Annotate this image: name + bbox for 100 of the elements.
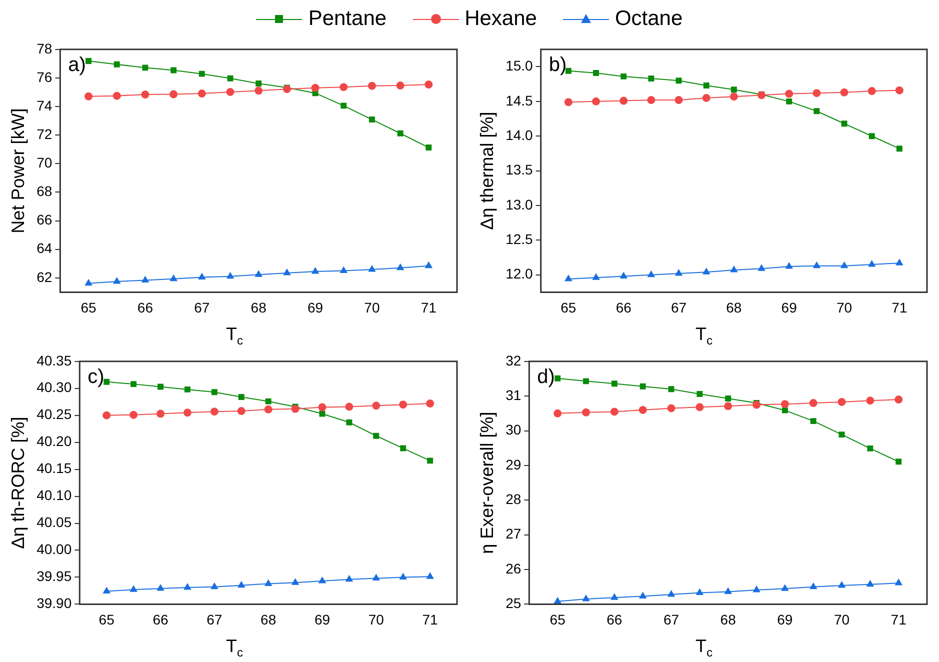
y-tick-label: 14.0 <box>506 126 534 143</box>
point <box>425 262 432 268</box>
point <box>725 396 732 402</box>
annotation: d) <box>537 366 555 388</box>
y-tick-label: 32 <box>506 352 522 368</box>
point <box>593 70 599 76</box>
point <box>674 96 683 104</box>
point <box>810 418 816 424</box>
x-tick-label: 71 <box>890 611 907 628</box>
point <box>838 398 846 406</box>
point <box>170 90 178 98</box>
x-tick-label: 67 <box>194 299 210 316</box>
y-tick-label: 40.00 <box>36 541 72 558</box>
point <box>758 264 766 271</box>
x-tick-label: 69 <box>314 611 330 628</box>
point <box>372 574 380 581</box>
point <box>868 87 876 96</box>
x-axis-title: T$_{c}$ <box>694 636 714 660</box>
point <box>786 262 793 269</box>
x-tick-label: 70 <box>368 611 384 628</box>
point <box>340 102 347 109</box>
point <box>554 409 562 418</box>
point <box>396 264 404 270</box>
point <box>368 82 376 90</box>
point <box>86 58 92 64</box>
point <box>226 88 234 96</box>
point <box>592 274 600 280</box>
point <box>868 133 875 140</box>
y-tick-label: 14.5 <box>506 92 534 108</box>
point <box>724 402 732 410</box>
point <box>84 92 93 100</box>
point <box>130 410 138 419</box>
point <box>142 276 149 282</box>
y-tick-label: 39.95 <box>36 568 72 584</box>
point <box>112 92 121 100</box>
point <box>841 120 848 127</box>
point <box>610 594 618 600</box>
point <box>142 64 148 71</box>
y-tick-label: 40.30 <box>36 379 72 396</box>
point <box>368 116 375 122</box>
y-tick-label: 25 <box>506 595 522 612</box>
point <box>582 408 590 416</box>
point <box>647 96 656 104</box>
point <box>198 70 205 77</box>
point <box>730 266 738 272</box>
point <box>752 400 761 409</box>
point <box>170 67 177 74</box>
y-tick-label: 29 <box>506 456 522 472</box>
y-axis-title: Δη th-RORC [%] <box>8 416 28 549</box>
legend-label: Octane <box>614 7 683 31</box>
y-tick-label: 30 <box>506 422 522 438</box>
y-tick-label: 40.35 <box>36 352 72 368</box>
x-tick-label: 67 <box>206 611 222 628</box>
y-tick-label: 72 <box>36 126 52 142</box>
x-tick-label: 68 <box>726 299 742 316</box>
point <box>781 584 788 591</box>
y-tick-label: 13.0 <box>506 196 534 212</box>
point <box>696 391 703 397</box>
point <box>809 399 818 408</box>
point <box>373 432 380 439</box>
point <box>554 597 562 604</box>
x-tick-label: 67 <box>663 611 680 628</box>
y-tick-label: 40.05 <box>36 514 72 530</box>
point <box>400 445 406 452</box>
y-tick-label: 31 <box>506 386 522 403</box>
point <box>640 383 646 390</box>
legend-label: Pentane <box>308 7 387 31</box>
x-tick-label: 67 <box>670 299 687 316</box>
point <box>264 580 272 586</box>
point <box>838 581 846 588</box>
point <box>676 78 682 84</box>
point <box>730 92 738 101</box>
y-tick-label: 28 <box>506 491 522 507</box>
point <box>318 577 326 584</box>
point <box>345 402 354 411</box>
point <box>780 400 789 408</box>
y-tick-label: 12.0 <box>506 266 534 282</box>
point <box>156 584 164 591</box>
annotation: a) <box>68 54 86 76</box>
x-axis-title: T$_{c}$ <box>225 324 244 348</box>
x-tick-label: 66 <box>152 611 168 628</box>
x-tick-label: 68 <box>250 299 267 316</box>
x-tick-label: 65 <box>98 611 115 628</box>
point <box>895 86 904 94</box>
point <box>696 588 704 596</box>
point <box>183 408 192 417</box>
x-tick-label: 70 <box>834 611 850 628</box>
x-tick-label: 66 <box>616 299 632 316</box>
x-tick-label: 65 <box>80 299 97 316</box>
point <box>238 394 244 400</box>
point <box>103 587 110 594</box>
point <box>896 458 902 465</box>
point <box>866 396 874 405</box>
point <box>210 582 218 590</box>
point <box>211 389 218 396</box>
point <box>340 83 348 92</box>
x-tick-label: 69 <box>307 299 324 316</box>
point <box>254 86 263 95</box>
point <box>667 404 676 412</box>
y-axis-title: Net Power [kW] <box>8 108 28 234</box>
